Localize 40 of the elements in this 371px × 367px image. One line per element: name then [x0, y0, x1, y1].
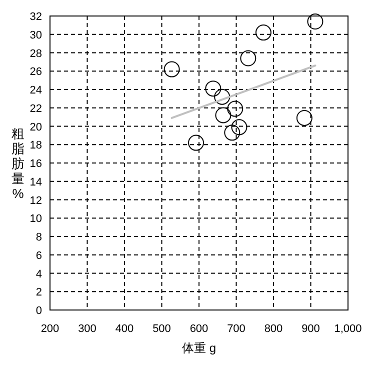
point — [227, 100, 244, 117]
y-tick-label: 6 — [36, 250, 42, 262]
point — [255, 24, 272, 41]
y-tick-label: 28 — [30, 48, 42, 60]
point — [296, 110, 312, 126]
y-tick-label: 16 — [30, 158, 42, 170]
y-tick-label: 24 — [30, 84, 42, 96]
x-tick-label: 500 — [152, 323, 171, 335]
y-axis-title: 粗脂肪量% — [12, 126, 24, 201]
x-tick-label: 700 — [227, 323, 246, 335]
point — [307, 14, 324, 30]
y-tick-label: 22 — [30, 102, 42, 115]
y-tick-label: 14 — [30, 176, 42, 188]
point — [205, 80, 222, 97]
point — [240, 50, 256, 66]
y-tick-label: 18 — [30, 140, 42, 152]
y-tick-label: 12 — [30, 194, 42, 207]
x-tick-label: 1,000 — [334, 323, 362, 335]
point — [231, 119, 248, 136]
y-tick-label: 26 — [30, 66, 42, 78]
x-tick-label: 400 — [115, 323, 134, 335]
point — [164, 61, 180, 78]
y-tick-label: 2 — [36, 286, 42, 299]
y-tick-label: 8 — [36, 232, 42, 244]
y-tick-label: 32 — [30, 11, 42, 23]
x-tick-label: 200 — [40, 323, 60, 335]
x-axis-title: 体重 g — [182, 341, 216, 355]
y-tick-label: 0 — [36, 305, 42, 317]
point — [224, 124, 240, 141]
y-tick-label: 4 — [36, 268, 42, 280]
y-tick-label: 10 — [30, 213, 42, 226]
x-tick-label: 600 — [190, 323, 208, 335]
x-tick-label: 300 — [78, 323, 96, 335]
y-tick-label: 30 — [30, 29, 42, 42]
point — [215, 107, 232, 124]
x-tick-label: 800 — [264, 323, 283, 335]
point — [188, 134, 204, 151]
x-tick-label: 900 — [302, 323, 320, 335]
y-tick-label: 20 — [30, 121, 42, 134]
point — [214, 88, 230, 105]
